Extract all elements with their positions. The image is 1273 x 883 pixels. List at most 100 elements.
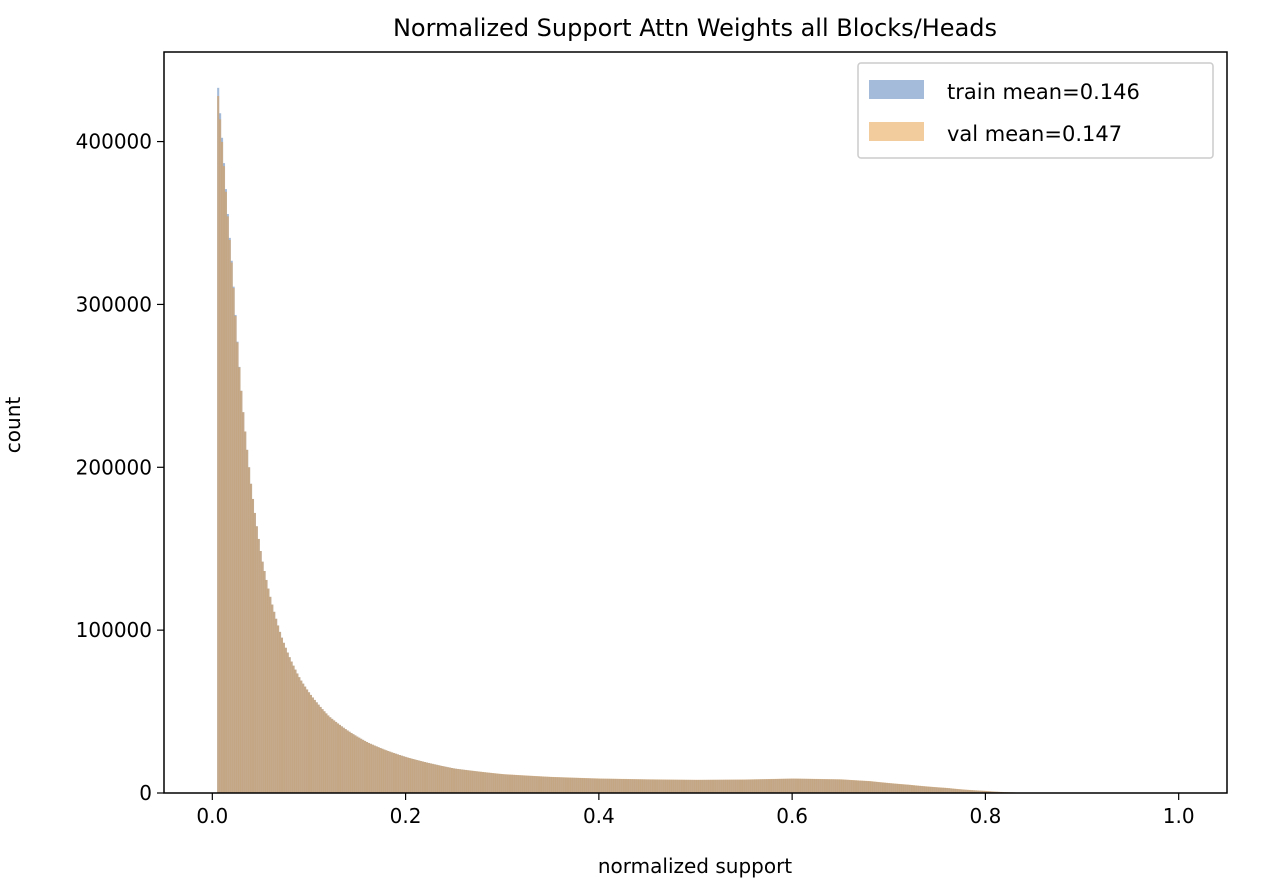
histogram-bar xyxy=(970,790,973,793)
histogram-bar xyxy=(903,784,906,793)
x-tick-label: 0.6 xyxy=(776,804,808,828)
histogram-bar xyxy=(957,789,960,793)
histogram-bar xyxy=(916,785,919,793)
histogram-bar xyxy=(899,784,902,793)
histogram-bar xyxy=(795,778,798,793)
histogram-bar xyxy=(922,786,925,793)
histogram-bar xyxy=(721,779,724,793)
histogram-bar xyxy=(895,783,898,793)
histogram-bar xyxy=(594,778,597,793)
histogram-bar xyxy=(412,759,415,793)
histogram-bar xyxy=(549,776,552,793)
histogram-bar xyxy=(632,779,635,793)
histogram-bar xyxy=(694,779,697,793)
y-tick-label: 400000 xyxy=(76,130,152,154)
histogram-bar xyxy=(860,780,863,793)
histogram-bar xyxy=(820,778,823,793)
histogram-bar xyxy=(777,778,780,793)
histogram-bar xyxy=(924,786,927,793)
histogram-bar xyxy=(582,777,585,793)
histogram-bar xyxy=(657,779,660,793)
histogram-bar xyxy=(961,789,964,793)
histogram-bar xyxy=(638,779,641,793)
histogram-bar xyxy=(733,779,736,793)
y-axis: 0 100000 200000 300000 400000 xyxy=(76,130,164,805)
histogram-bar xyxy=(822,779,825,793)
histogram-bar xyxy=(909,784,912,793)
histogram-bar xyxy=(574,777,577,793)
histogram-bar xyxy=(599,778,602,793)
histogram-bar xyxy=(398,755,401,793)
histogram-bar xyxy=(563,777,566,793)
histogram-bar xyxy=(454,768,457,793)
histogram-bar xyxy=(236,342,239,793)
histogram-bar xyxy=(259,551,262,793)
histogram-bar xyxy=(735,779,738,793)
histogram-bar xyxy=(356,736,359,793)
histogram-bar xyxy=(706,779,709,793)
histogram-bar xyxy=(943,787,946,793)
histogram-bar xyxy=(342,727,345,793)
histogram-bar xyxy=(423,762,427,793)
histogram-bar xyxy=(369,743,372,793)
histogram-bar xyxy=(808,778,811,793)
histogram-bar xyxy=(621,778,624,793)
histogram-bar xyxy=(959,789,962,793)
histogram-bar xyxy=(872,781,875,793)
histogram-bar xyxy=(485,772,488,793)
histogram-bar xyxy=(333,720,336,793)
histogram-bar xyxy=(601,778,604,793)
histogram-bar xyxy=(607,778,610,793)
histogram-bar xyxy=(887,782,890,793)
histogram-bar xyxy=(592,778,595,793)
histogram-bar xyxy=(570,777,573,793)
histogram-bar xyxy=(483,772,486,793)
histogram-bar xyxy=(785,778,788,793)
histogram-bar xyxy=(472,770,475,793)
histogram-bar xyxy=(306,689,309,793)
histogram-bar xyxy=(470,770,473,793)
histogram-bar xyxy=(667,779,670,793)
histogram-bar xyxy=(358,737,361,793)
histogram-bar xyxy=(340,726,343,793)
histogram-bar xyxy=(248,467,251,793)
histogram-bar xyxy=(681,779,684,793)
histogram-bar xyxy=(385,750,388,793)
histogram-bar xyxy=(354,735,357,793)
histogram-bar xyxy=(265,579,268,793)
histogram-bar xyxy=(313,699,316,793)
histogram-bar xyxy=(752,779,755,793)
histogram-bar xyxy=(224,191,227,794)
histogram-bar xyxy=(352,734,355,793)
histogram-bar xyxy=(864,780,867,793)
histogram-bar xyxy=(653,779,657,793)
histogram-bar xyxy=(990,791,993,793)
histogram-bar xyxy=(389,751,392,793)
histogram-bar xyxy=(713,779,716,793)
x-axis-label: normalized support xyxy=(598,854,792,878)
histogram-bar xyxy=(677,779,680,793)
histogram-bar xyxy=(905,784,908,793)
histogram-bar xyxy=(478,771,481,793)
histogram-bar xyxy=(321,709,324,793)
histogram-bar xyxy=(468,770,471,793)
histogram-bar xyxy=(381,748,384,793)
histogram-bar xyxy=(518,775,521,793)
histogram-bar xyxy=(932,786,935,793)
histogram-bar xyxy=(300,680,303,793)
histogram-bar xyxy=(767,779,771,793)
histogram-bar xyxy=(988,791,991,793)
histogram-bar xyxy=(972,790,975,793)
histogram-bar xyxy=(671,779,674,793)
histogram-bar xyxy=(947,788,950,793)
histogram-bar xyxy=(717,779,720,793)
histogram-bar xyxy=(329,717,332,793)
histogram-bar xyxy=(914,785,917,793)
histogram-bar xyxy=(648,779,651,793)
histogram-bar xyxy=(331,718,334,793)
histogram-bar xyxy=(938,787,941,793)
histogram-bar xyxy=(955,788,958,793)
histogram-bar xyxy=(729,779,732,793)
histogram-bar xyxy=(217,95,220,794)
histogram-bar xyxy=(410,758,413,793)
